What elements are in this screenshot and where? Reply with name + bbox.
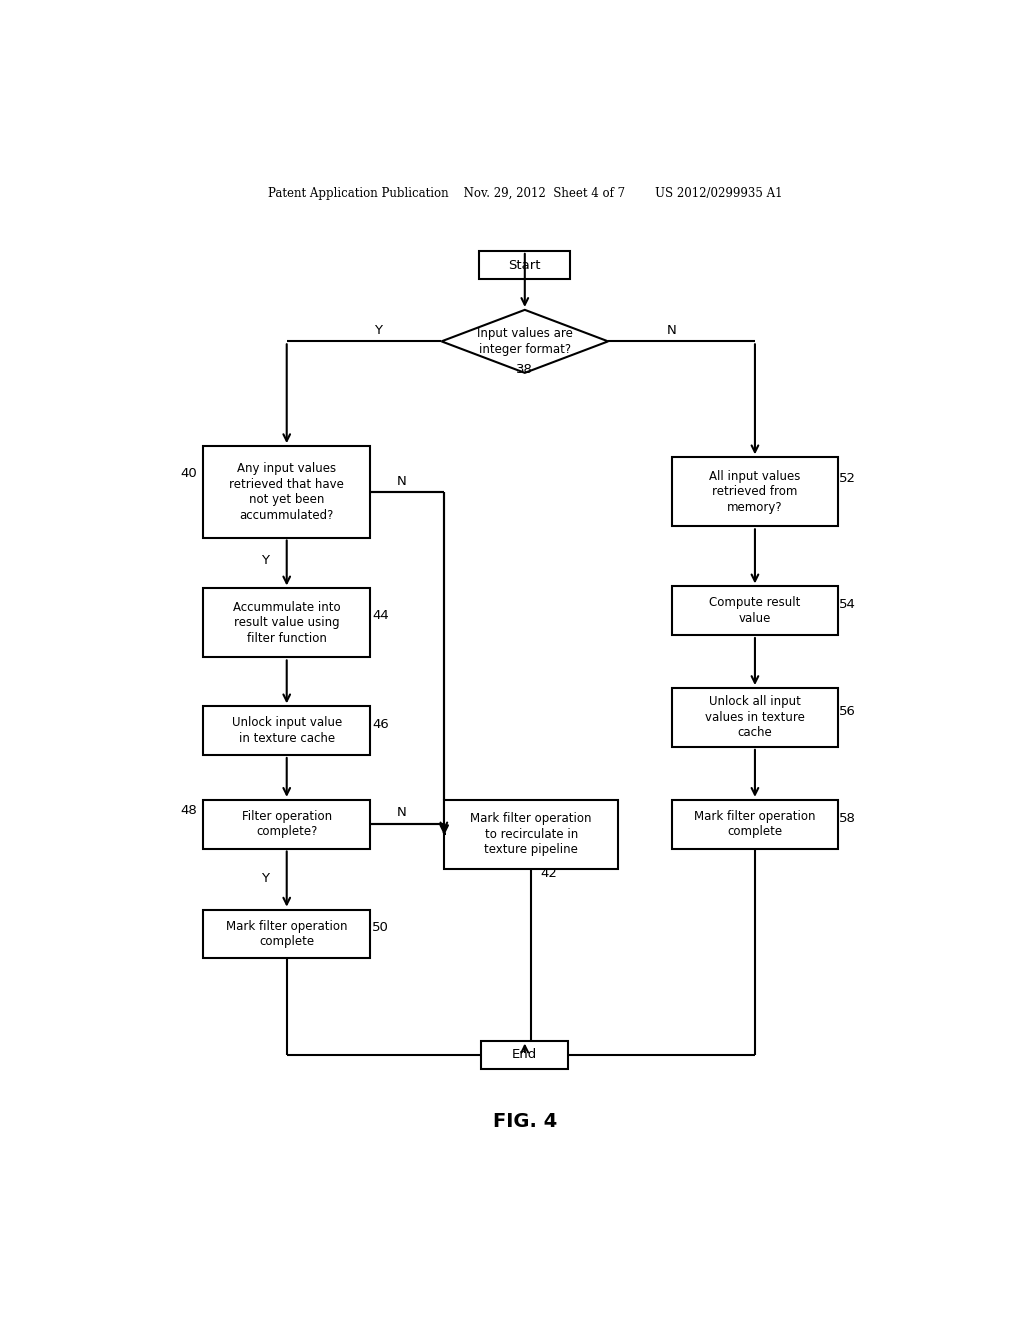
Text: 50: 50 <box>372 921 389 935</box>
Text: N: N <box>397 475 407 488</box>
Text: N: N <box>397 807 407 820</box>
Text: Filter operation
complete?: Filter operation complete? <box>242 810 332 838</box>
Text: 48: 48 <box>180 804 198 817</box>
Text: 54: 54 <box>839 598 855 611</box>
Text: Input values are
integer format?: Input values are integer format? <box>477 327 572 355</box>
Text: 56: 56 <box>839 705 855 718</box>
Text: Unlock all input
values in texture
cache: Unlock all input values in texture cache <box>705 696 805 739</box>
Text: Mark filter operation
complete: Mark filter operation complete <box>226 920 347 948</box>
Text: Y: Y <box>374 323 382 337</box>
FancyBboxPatch shape <box>672 688 839 747</box>
Text: 52: 52 <box>839 473 855 484</box>
Text: 44: 44 <box>372 610 389 622</box>
Text: 42: 42 <box>541 867 557 880</box>
Text: N: N <box>667 323 677 337</box>
Text: 58: 58 <box>839 812 855 825</box>
Text: FIG. 4: FIG. 4 <box>493 1113 557 1131</box>
Text: End: End <box>512 1048 538 1061</box>
FancyBboxPatch shape <box>479 251 570 280</box>
Text: Y: Y <box>261 554 269 568</box>
FancyBboxPatch shape <box>443 800 618 869</box>
FancyBboxPatch shape <box>672 586 839 635</box>
FancyBboxPatch shape <box>204 446 370 537</box>
Text: Mark filter operation
to recirculate in
texture pipeline: Mark filter operation to recirculate in … <box>470 812 592 857</box>
Text: Compute result
value: Compute result value <box>710 597 801 624</box>
Text: 40: 40 <box>180 467 198 480</box>
Text: 46: 46 <box>372 718 389 731</box>
Text: Start: Start <box>509 259 541 272</box>
FancyBboxPatch shape <box>672 457 839 527</box>
Text: Unlock input value
in texture cache: Unlock input value in texture cache <box>231 717 342 744</box>
FancyBboxPatch shape <box>672 800 839 849</box>
FancyBboxPatch shape <box>481 1040 568 1069</box>
Text: Patent Application Publication    Nov. 29, 2012  Sheet 4 of 7        US 2012/029: Patent Application Publication Nov. 29, … <box>267 187 782 201</box>
Polygon shape <box>441 310 608 372</box>
Text: Mark filter operation
complete: Mark filter operation complete <box>694 810 816 838</box>
FancyBboxPatch shape <box>204 706 370 755</box>
Text: Accummulate into
result value using
filter function: Accummulate into result value using filt… <box>232 601 341 645</box>
Text: 38: 38 <box>516 363 534 376</box>
FancyBboxPatch shape <box>204 909 370 958</box>
Text: Any input values
retrieved that have
not yet been
accummulated?: Any input values retrieved that have not… <box>229 462 344 521</box>
Text: All input values
retrieved from
memory?: All input values retrieved from memory? <box>710 470 801 513</box>
FancyBboxPatch shape <box>204 589 370 657</box>
FancyBboxPatch shape <box>204 800 370 849</box>
Text: Y: Y <box>261 871 269 884</box>
